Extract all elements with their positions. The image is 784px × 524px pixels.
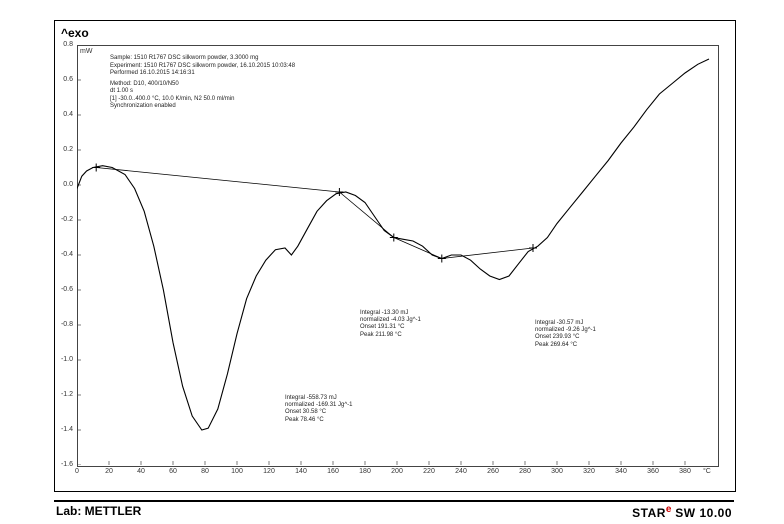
x-tick: 220	[420, 468, 438, 475]
y-tick: -1.2	[53, 391, 73, 398]
x-tick: 200	[388, 468, 406, 475]
x-tick: 280	[516, 468, 534, 475]
x-tick: 0	[68, 468, 86, 475]
star-prefix: STAR	[632, 506, 666, 520]
exo-label: ^exo	[61, 26, 89, 40]
lab-label: Lab: METTLER	[56, 504, 141, 518]
y-tick: 0.6	[53, 76, 73, 83]
baseline	[442, 248, 533, 259]
y-tick: -1.0	[53, 356, 73, 363]
x-tick: 360	[644, 468, 662, 475]
y-tick: -0.4	[53, 251, 73, 258]
x-tick: 160	[324, 468, 342, 475]
x-tick: 120	[260, 468, 278, 475]
x-tick: 80	[196, 468, 214, 475]
x-tick: 40	[132, 468, 150, 475]
y-tick: 0.8	[53, 41, 73, 48]
x-tick: 320	[580, 468, 598, 475]
x-tick: 140	[292, 468, 310, 475]
star-sw: SW 10.00	[671, 506, 732, 520]
y-tick: 0.4	[53, 111, 73, 118]
plot-svg	[77, 45, 717, 465]
y-tick: -0.8	[53, 321, 73, 328]
x-tick: 100	[228, 468, 246, 475]
bottom-rule	[54, 500, 734, 502]
dsc-curve	[77, 59, 709, 430]
y-tick: -0.2	[53, 216, 73, 223]
y-tick: 0.2	[53, 146, 73, 153]
x-tick: 340	[612, 468, 630, 475]
x-tick: 60	[164, 468, 182, 475]
baseline	[339, 192, 393, 238]
x-tick: 260	[484, 468, 502, 475]
x-tick: 20	[100, 468, 118, 475]
y-tick: -0.6	[53, 286, 73, 293]
baseline	[96, 168, 339, 193]
y-tick: -1.6	[53, 461, 73, 468]
y-tick: 0.0	[53, 181, 73, 188]
x-tick: 180	[356, 468, 374, 475]
x-tick: 300	[548, 468, 566, 475]
software-label: STARe SW 10.00	[632, 504, 732, 520]
x-tick: 240	[452, 468, 470, 475]
baseline	[394, 238, 442, 259]
y-tick: -1.4	[53, 426, 73, 433]
x-tick: 380	[676, 468, 694, 475]
x-axis-unit: °C	[703, 468, 711, 475]
